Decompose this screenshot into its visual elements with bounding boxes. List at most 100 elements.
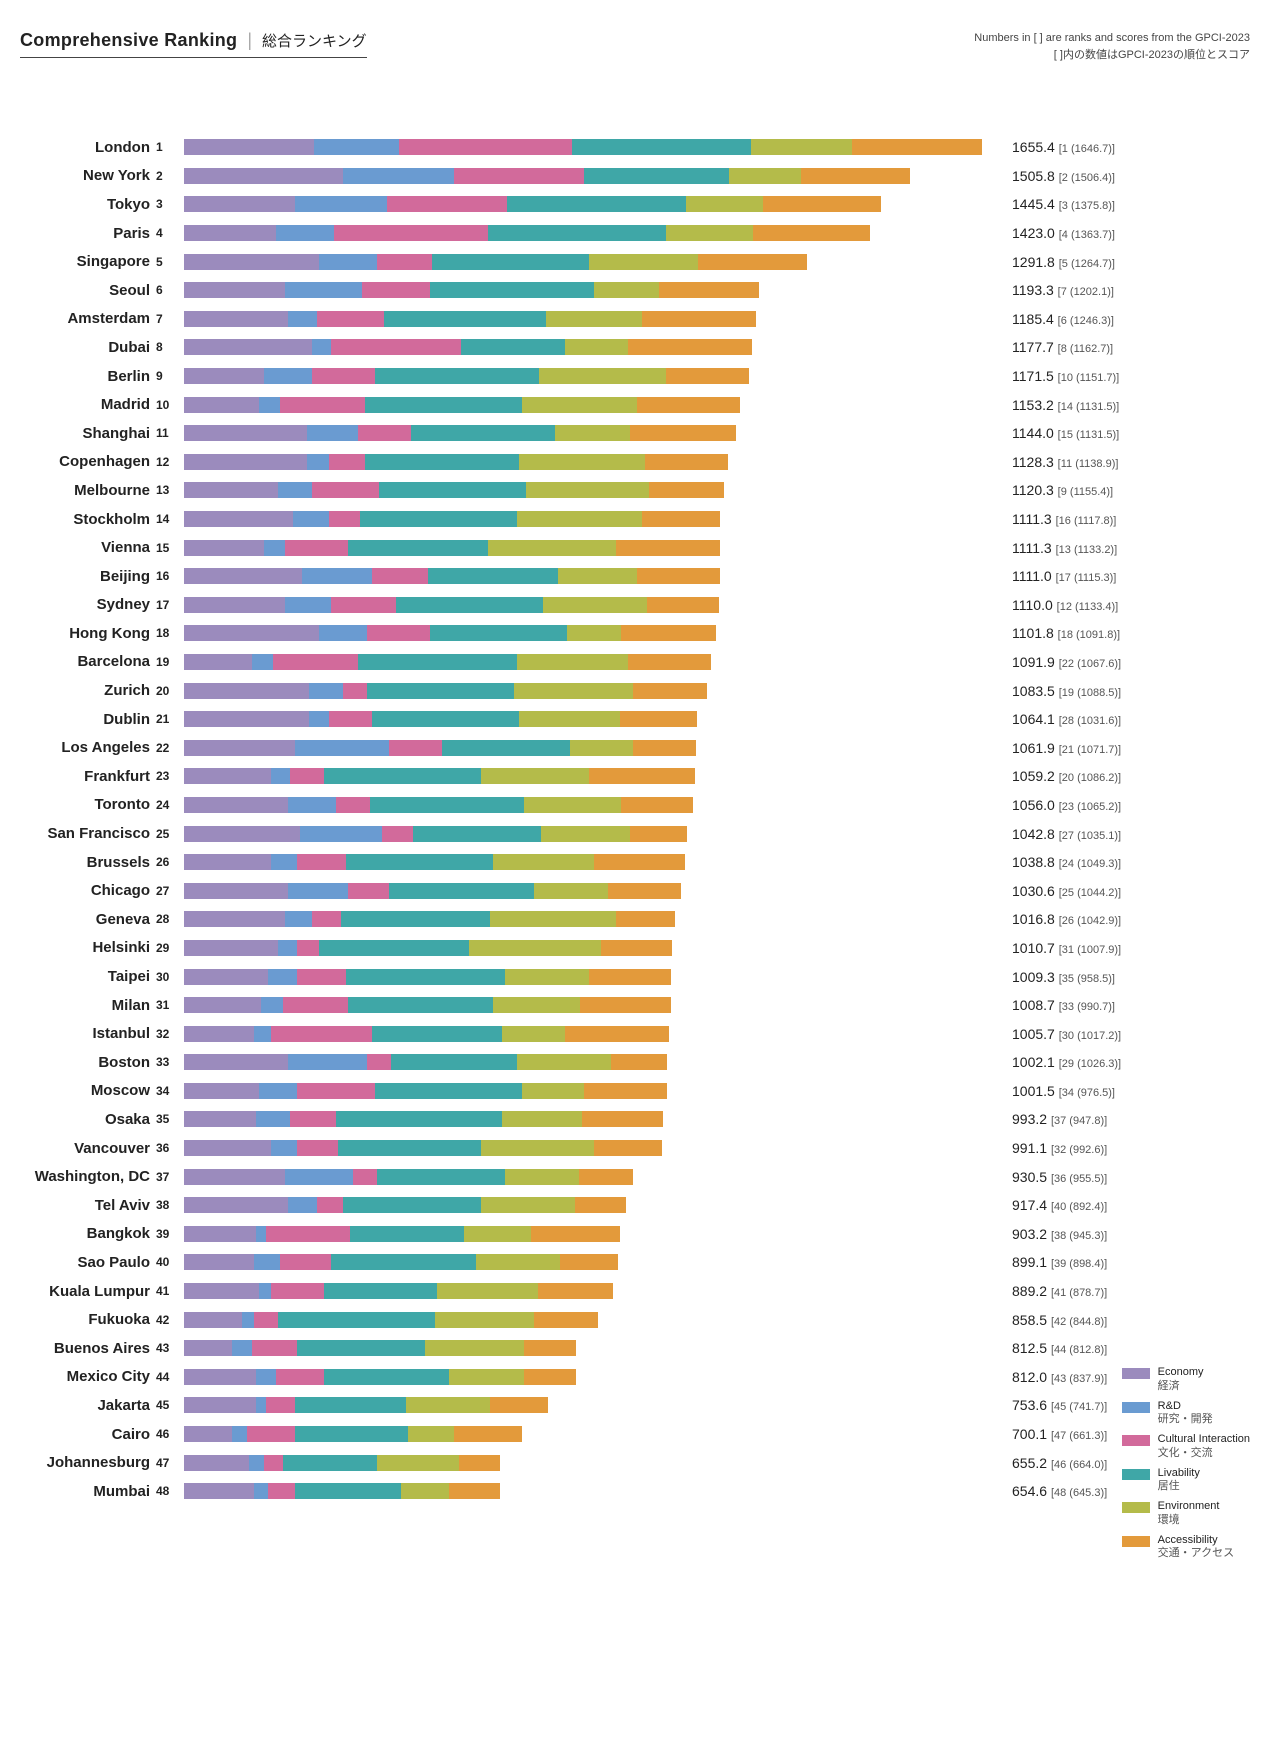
- bar-segment-rd: [307, 454, 329, 470]
- rank-number: 28: [156, 912, 184, 926]
- title-en: Comprehensive Ranking: [20, 30, 237, 51]
- bar-segment-accessibility: [620, 711, 697, 727]
- chart-row: San Francisco251042.8 [27 (1035.1)]: [20, 819, 1250, 848]
- bar-segment-livability: [336, 1111, 502, 1127]
- bar-segment-economy: [184, 654, 252, 670]
- bar-segment-environment: [541, 826, 630, 842]
- score-label: 1177.7 [8 (1162.7)]: [1004, 339, 1113, 355]
- bar-segment-economy: [184, 940, 278, 956]
- bar-segment-accessibility: [621, 625, 716, 641]
- score-label: 654.6 [48 (645.3)]: [1004, 1483, 1107, 1499]
- bar-segment-livability: [297, 1340, 425, 1356]
- chart-row: Sydney171110.0 [12 (1133.4)]: [20, 591, 1250, 620]
- bar-segment-livability: [295, 1397, 406, 1413]
- bar-segment-livability: [295, 1483, 401, 1499]
- bar-area: [184, 711, 1004, 727]
- rank-number: 46: [156, 1427, 184, 1441]
- chart-row: Dubai81177.7 [8 (1162.7)]: [20, 333, 1250, 362]
- legend-item-environment: Environment環境: [1122, 1500, 1250, 1528]
- bar-segment-economy: [184, 1083, 259, 1099]
- bar-segment-economy: [184, 282, 285, 298]
- stacked-bar: [184, 911, 1004, 927]
- city-label: Vancouver: [20, 1140, 156, 1157]
- bar-segment-accessibility: [621, 797, 694, 813]
- bar-segment-culture: [329, 511, 360, 527]
- bar-segment-livability: [324, 1369, 449, 1385]
- city-label: New York: [20, 167, 156, 184]
- rank-number: 1: [156, 140, 184, 154]
- city-label: Boston: [20, 1054, 156, 1071]
- chart-row: Stockholm141111.3 [16 (1117.8)]: [20, 505, 1250, 534]
- bar-segment-accessibility: [633, 740, 697, 756]
- bar-segment-economy: [184, 1283, 259, 1299]
- legend-swatch: [1122, 1435, 1150, 1446]
- bar-segment-livability: [572, 139, 750, 155]
- bar-segment-economy: [184, 1140, 271, 1156]
- bar-segment-economy: [184, 1397, 256, 1413]
- city-label: Singapore: [20, 253, 156, 270]
- bar-segment-economy: [184, 1369, 256, 1385]
- bar-segment-culture: [271, 1026, 372, 1042]
- city-label: Berlin: [20, 368, 156, 385]
- city-label: Tokyo: [20, 196, 156, 213]
- bar-segment-accessibility: [616, 911, 675, 927]
- rank-number: 37: [156, 1170, 184, 1184]
- city-label: Shanghai: [20, 425, 156, 442]
- bar-segment-environment: [570, 740, 633, 756]
- bar-segment-rd: [288, 797, 336, 813]
- bar-segment-culture: [387, 196, 508, 212]
- bar-segment-livability: [348, 540, 488, 556]
- bar-segment-environment: [519, 454, 644, 470]
- bar-area: [184, 311, 1004, 327]
- city-label: Barcelona: [20, 653, 156, 670]
- bar-segment-economy: [184, 625, 319, 641]
- chart-row: Zurich201083.5 [19 (1088.5)]: [20, 676, 1250, 705]
- bar-segment-economy: [184, 568, 302, 584]
- score-label: 917.4 [40 (892.4)]: [1004, 1197, 1107, 1213]
- bar-segment-environment: [517, 1054, 611, 1070]
- score-label: 1128.3 [11 (1138.9)]: [1004, 454, 1118, 470]
- bar-segment-culture: [329, 711, 372, 727]
- bar-segment-livability: [413, 826, 541, 842]
- bar-segment-environment: [729, 168, 801, 184]
- bar-segment-rd: [268, 969, 297, 985]
- bar-area: [184, 1026, 1004, 1042]
- bar-segment-culture: [280, 1254, 331, 1270]
- stacked-bar: [184, 368, 1004, 384]
- stacked-bar: [184, 196, 1004, 212]
- city-label: Los Angeles: [20, 739, 156, 756]
- bar-segment-livability: [346, 854, 493, 870]
- bar-segment-environment: [481, 1140, 594, 1156]
- stacked-bar: [184, 1426, 1004, 1442]
- bar-segment-environment: [449, 1369, 524, 1385]
- bar-segment-rd: [271, 854, 298, 870]
- bar-segment-livability: [348, 997, 493, 1013]
- chart-row: Seoul61193.3 [7 (1202.1)]: [20, 276, 1250, 305]
- bar-area: [184, 196, 1004, 212]
- bar-segment-culture: [367, 625, 430, 641]
- bar-segment-culture: [297, 1083, 374, 1099]
- bar-segment-economy: [184, 339, 312, 355]
- score-label: 991.1 [32 (992.6)]: [1004, 1140, 1107, 1156]
- chart-row: Frankfurt231059.2 [20 (1086.2)]: [20, 762, 1250, 791]
- legend-item-accessibility: Accessibility交通・アクセス: [1122, 1534, 1250, 1562]
- rank-number: 25: [156, 827, 184, 841]
- bar-area: [184, 597, 1004, 613]
- bar-segment-economy: [184, 1455, 249, 1471]
- score-label: 1171.5 [10 (1151.7)]: [1004, 368, 1119, 384]
- bar-segment-rd: [285, 1169, 353, 1185]
- rank-number: 8: [156, 340, 184, 354]
- city-label: Copenhagen: [20, 453, 156, 470]
- bar-segment-environment: [517, 654, 628, 670]
- bar-segment-livability: [507, 196, 685, 212]
- bar-segment-culture: [290, 768, 324, 784]
- bar-area: [184, 1340, 1004, 1356]
- stacked-bar: [184, 1026, 1004, 1042]
- bar-segment-livability: [365, 397, 522, 413]
- city-label: Paris: [20, 225, 156, 242]
- bar-segment-rd: [259, 1283, 271, 1299]
- bar-area: [184, 139, 1004, 155]
- bar-segment-accessibility: [642, 511, 720, 527]
- chart-row: Hong Kong181101.8 [18 (1091.8)]: [20, 619, 1250, 648]
- rank-number: 39: [156, 1227, 184, 1241]
